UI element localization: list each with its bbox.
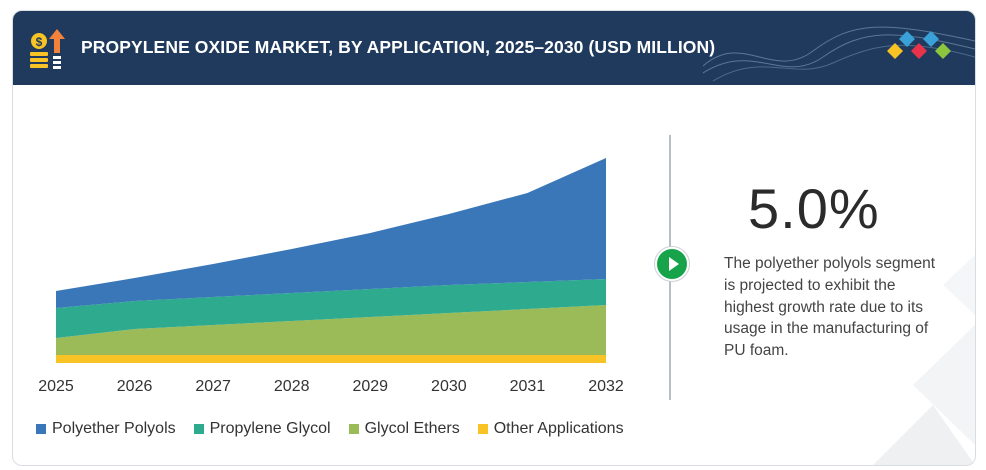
legend-item: Other Applications [477, 420, 624, 438]
legend-item: Propylene Glycol [193, 420, 331, 438]
x-tick-label: 2031 [510, 378, 546, 395]
legend-label: Glycol Ethers [364, 420, 460, 437]
legend-swatch [193, 424, 204, 434]
legend-label: Polyether Polyols [52, 420, 176, 437]
legend-item: Glycol Ethers [348, 420, 460, 438]
legend-label: Other Applications [493, 420, 624, 437]
infographic-card: $ PROPYLENE OXIDE MARKET, BY APPLICATION… [12, 10, 976, 466]
decorative-triangles [873, 255, 975, 465]
x-tick-label: 2030 [431, 378, 467, 395]
area-series-glycol-ethers [56, 305, 606, 355]
area-series-propylene-glycol [56, 279, 606, 338]
header-bar: $ PROPYLENE OXIDE MARKET, BY APPLICATION… [13, 11, 975, 85]
x-axis-ticks: 2025 2026 2027 2028 2029 2030 2031 2032 [38, 378, 624, 395]
legend-item: Polyether Polyols [36, 420, 176, 438]
x-tick-label: 2025 [38, 378, 74, 395]
play-button[interactable] [655, 247, 689, 281]
chart-legend: Polyether Polyols Propylene Glycol Glycol … [36, 420, 624, 438]
svg-text:$: $ [36, 35, 43, 49]
legend-swatch [36, 424, 46, 434]
money-growth-icon: $ [30, 29, 65, 69]
brand-logo [887, 31, 951, 59]
chart-areas [56, 158, 606, 363]
legend-swatch [477, 424, 488, 434]
area-series-other-applications [56, 355, 606, 363]
legend-label: Propylene Glycol [209, 420, 331, 437]
legend-swatch [348, 424, 359, 434]
play-icon [669, 257, 679, 271]
growth-description: The polyether polyols segment is project… [724, 255, 936, 360]
x-tick-label: 2026 [117, 378, 153, 395]
x-tick-label: 2032 [588, 378, 624, 395]
growth-rate-value: 5.0% [748, 177, 880, 240]
x-tick-label: 2029 [352, 378, 388, 395]
area-series-polyether-polyols [56, 158, 606, 308]
x-tick-label: 2027 [195, 378, 231, 395]
x-tick-label: 2028 [274, 378, 310, 395]
chart-title: PROPYLENE OXIDE MARKET, BY APPLICATION, … [81, 37, 716, 57]
